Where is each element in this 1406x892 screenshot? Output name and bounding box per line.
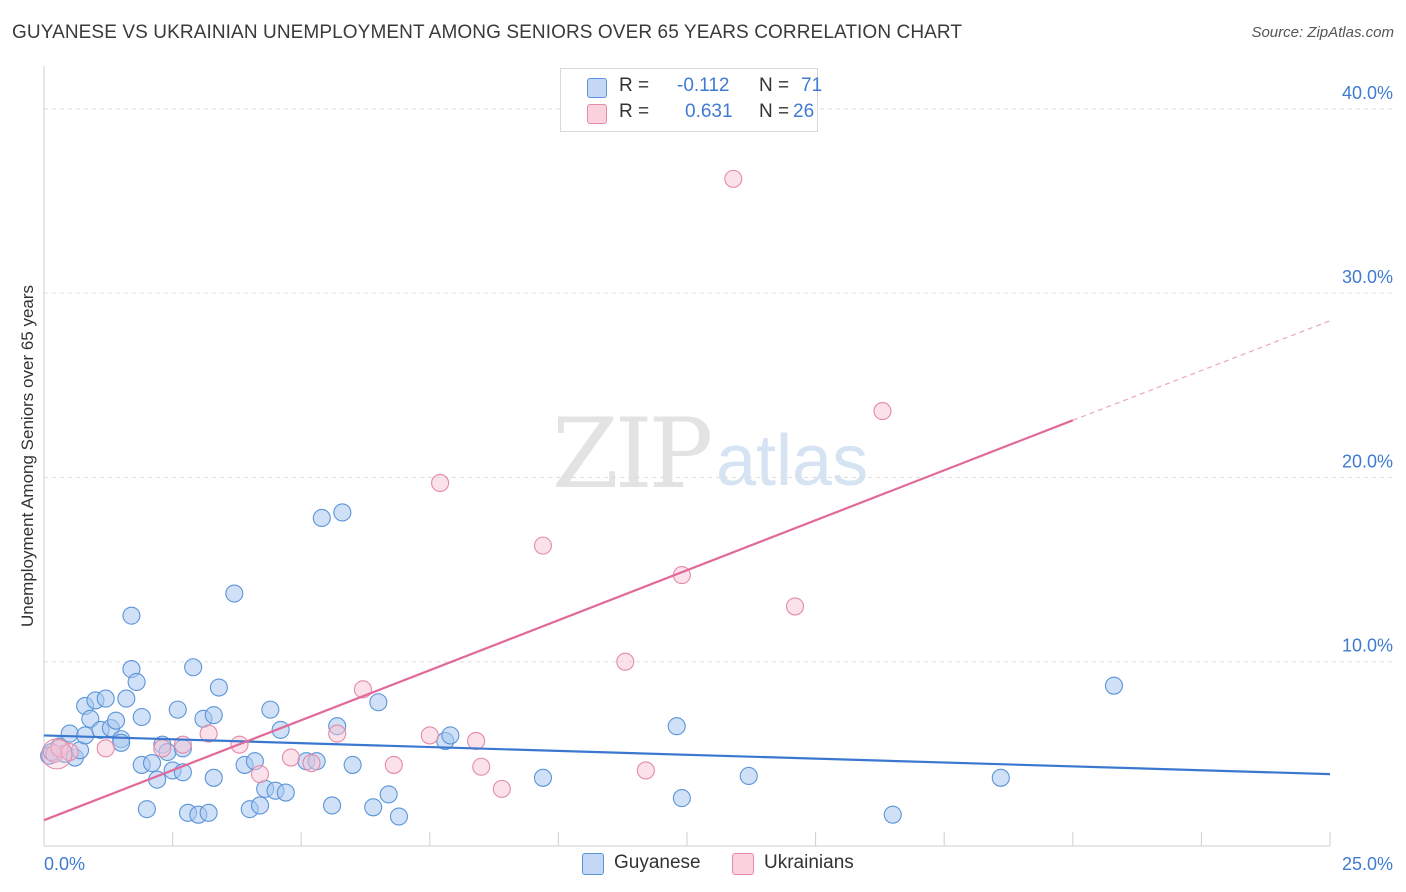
ukrainian-point [616, 652, 635, 671]
gridlines [44, 108, 1392, 663]
ukrainian-legend-swatch [732, 853, 754, 875]
ukrainian-point [420, 726, 439, 745]
ukrainian-point [281, 748, 300, 767]
ukrainian-point [533, 536, 553, 555]
legend-n-value: 26 [793, 101, 815, 122]
guyanese-point [1104, 676, 1124, 695]
guyanese-point [106, 711, 126, 730]
guyanese-point [81, 709, 100, 728]
ukrainian-point [467, 731, 486, 751]
guyanese-point [132, 707, 151, 727]
guyanese-point [379, 785, 398, 804]
ukrainian-point [873, 402, 892, 421]
guyanese-point [209, 678, 228, 697]
guyanese-point [672, 789, 691, 808]
ukrainian-point [60, 742, 79, 762]
guyanese-point [225, 584, 244, 603]
guyanese-point [117, 689, 136, 708]
ukrainian-points [41, 169, 892, 798]
guyanese-point [739, 766, 758, 786]
guyanese-point [276, 783, 295, 802]
x-tick-label: 25.0% [1342, 854, 1393, 874]
guyanese-point [667, 717, 686, 736]
ukrainian-point [153, 739, 172, 758]
guyanese-point [323, 796, 342, 815]
guyanese-point [199, 803, 218, 822]
guyanese-point [137, 800, 156, 819]
chart-title: GUYANESE VS UKRAINIAN UNEMPLOYMENT AMONG… [12, 22, 963, 43]
legend-n-label: N = [759, 101, 790, 122]
guyanese-point [204, 706, 223, 725]
trend-lines [43, 320, 1331, 822]
guyanese-point [204, 768, 223, 787]
guyanese-point [389, 807, 408, 826]
ukrainian-point [250, 765, 270, 784]
guyanese-points [40, 503, 1124, 826]
y-tick-label: 40.0% [1342, 83, 1393, 103]
y-tick-label: 10.0% [1342, 636, 1393, 656]
guyanese-legend-swatch [582, 853, 604, 875]
source-credit: Source: ZipAtlas.com [1251, 24, 1394, 41]
ukrainian-point [384, 755, 403, 774]
y-tick-label: 30.0% [1342, 267, 1393, 287]
correlation-legend: R = -0.112 N = 71 R = 0.631 N = 26 [560, 68, 822, 132]
guyanese-point [369, 693, 388, 712]
ukrainian-point [431, 473, 450, 493]
guyanese-point [250, 796, 270, 815]
guyanese-trend-line [43, 734, 1331, 776]
legend-r-label: R = [619, 75, 650, 96]
guyanese-point [96, 689, 115, 708]
guyanese-point [333, 503, 352, 522]
legend-n-value: 71 [801, 75, 823, 96]
watermark-zip: ZIP [552, 398, 713, 510]
guyanese-point [261, 700, 280, 719]
guyanese-point [60, 724, 79, 743]
tick-labels: 10.0% 20.0% 30.0% 40.0% 0.0% 25.0% [44, 83, 1393, 874]
watermark-atlas: atlas [716, 421, 869, 501]
ukrainian-point [199, 724, 218, 743]
ukrainian-point [96, 739, 115, 758]
ukrainian-cluster-point [41, 738, 73, 770]
ukrainian-point [724, 169, 743, 188]
ukrainian-trend-extension [1072, 320, 1331, 421]
legend-r-value: 0.631 [685, 101, 733, 122]
ukrainian-legend-label: Ukrainians [764, 852, 854, 873]
ukrainian-point [302, 754, 321, 773]
guyanese-point [441, 726, 460, 745]
ukrainian-point [636, 761, 655, 780]
guyanese-point [312, 508, 331, 528]
guyanese-point [533, 768, 553, 787]
guyanese-point [168, 700, 187, 719]
guyanese-point [883, 805, 902, 824]
guyanese-point [991, 768, 1010, 787]
ukrainian-point [328, 724, 347, 743]
ukrainian-trend-line [43, 419, 1074, 822]
guyanese-point [142, 754, 162, 773]
guyanese-point [122, 606, 141, 625]
axes [43, 66, 1331, 847]
y-axis-title: Unemployment Among Seniors over 65 years [18, 285, 37, 627]
legend-r-value: -0.112 [677, 75, 730, 96]
ukrainian-swatch [587, 104, 607, 124]
guyanese-point [343, 755, 362, 774]
ukrainian-point [785, 597, 805, 616]
ukrainian-point [472, 757, 491, 776]
legend-n-label: N = [759, 75, 790, 96]
guyanese-point [364, 798, 383, 817]
x-tick-label: 0.0% [44, 854, 85, 874]
guyanese-legend-label: Guyanese [614, 852, 701, 873]
guyanese-point [127, 672, 146, 692]
guyanese-swatch [587, 78, 607, 98]
y-tick-label: 20.0% [1342, 451, 1393, 471]
ukrainian-point [492, 779, 511, 798]
legend-r-label: R = [619, 101, 650, 122]
guyanese-point [184, 658, 203, 677]
